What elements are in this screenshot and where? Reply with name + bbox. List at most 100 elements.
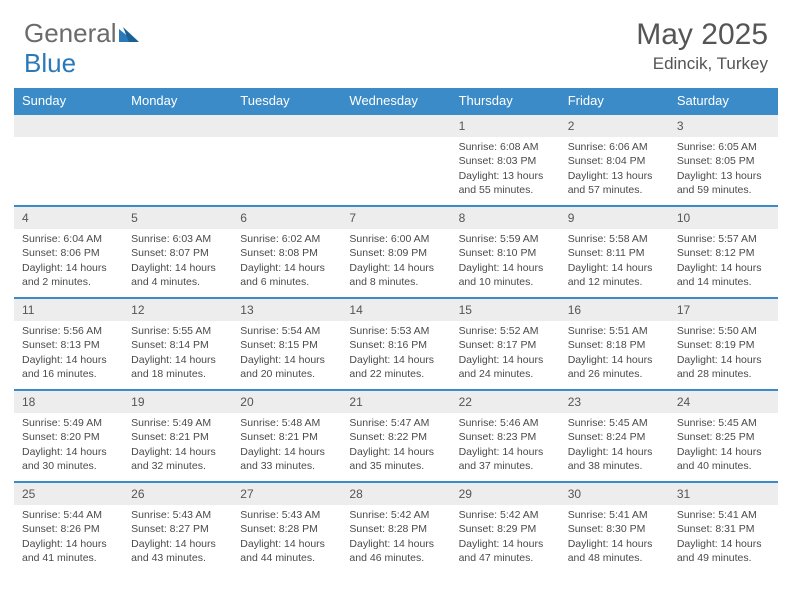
day1-text: Daylight: 13 hours [677, 169, 770, 183]
sunset-text: Sunset: 8:15 PM [240, 338, 333, 352]
sunrise-text: Sunrise: 5:52 AM [459, 324, 552, 338]
day2-text: and 14 minutes. [677, 275, 770, 289]
calendar-cell: 3Sunrise: 6:05 AMSunset: 8:05 PMDaylight… [669, 113, 778, 205]
day-details: Sunrise: 5:49 AMSunset: 8:20 PMDaylight:… [14, 413, 123, 477]
day-number: 29 [451, 483, 560, 505]
day-number: 20 [232, 391, 341, 413]
day-details: Sunrise: 5:43 AMSunset: 8:28 PMDaylight:… [232, 505, 341, 569]
calendar-cell [14, 113, 123, 205]
day-details: Sunrise: 5:41 AMSunset: 8:31 PMDaylight:… [669, 505, 778, 569]
calendar-table: SundayMondayTuesdayWednesdayThursdayFrid… [14, 88, 778, 573]
day-number: 27 [232, 483, 341, 505]
day1-text: Daylight: 14 hours [22, 353, 115, 367]
sunrise-text: Sunrise: 5:43 AM [131, 508, 224, 522]
day2-text: and 26 minutes. [568, 367, 661, 381]
day1-text: Daylight: 14 hours [22, 445, 115, 459]
sunset-text: Sunset: 8:14 PM [131, 338, 224, 352]
calendar-week-row: 25Sunrise: 5:44 AMSunset: 8:26 PMDayligh… [14, 481, 778, 573]
sunset-text: Sunset: 8:11 PM [568, 246, 661, 260]
day-number: 13 [232, 299, 341, 321]
sunrise-text: Sunrise: 5:58 AM [568, 232, 661, 246]
sunset-text: Sunset: 8:30 PM [568, 522, 661, 536]
day1-text: Daylight: 14 hours [131, 445, 224, 459]
calendar-cell: 8Sunrise: 5:59 AMSunset: 8:10 PMDaylight… [451, 205, 560, 297]
day-details: Sunrise: 5:51 AMSunset: 8:18 PMDaylight:… [560, 321, 669, 385]
day2-text: and 8 minutes. [349, 275, 442, 289]
calendar-cell: 15Sunrise: 5:52 AMSunset: 8:17 PMDayligh… [451, 297, 560, 389]
calendar-cell: 5Sunrise: 6:03 AMSunset: 8:07 PMDaylight… [123, 205, 232, 297]
sunset-text: Sunset: 8:23 PM [459, 430, 552, 444]
location: Edincik, Turkey [636, 54, 768, 74]
day-number: 12 [123, 299, 232, 321]
sunset-text: Sunset: 8:22 PM [349, 430, 442, 444]
day-details: Sunrise: 6:08 AMSunset: 8:03 PMDaylight:… [451, 137, 560, 201]
day-details: Sunrise: 5:52 AMSunset: 8:17 PMDaylight:… [451, 321, 560, 385]
weekday-header: Wednesday [341, 88, 450, 113]
sunset-text: Sunset: 8:17 PM [459, 338, 552, 352]
day-number: 11 [14, 299, 123, 321]
sunrise-text: Sunrise: 6:02 AM [240, 232, 333, 246]
sunrise-text: Sunrise: 5:42 AM [349, 508, 442, 522]
sunset-text: Sunset: 8:21 PM [131, 430, 224, 444]
sunrise-text: Sunrise: 5:43 AM [240, 508, 333, 522]
day-number: 9 [560, 207, 669, 229]
day1-text: Daylight: 14 hours [459, 261, 552, 275]
sunrise-text: Sunrise: 5:46 AM [459, 416, 552, 430]
day-number: 16 [560, 299, 669, 321]
day2-text: and 47 minutes. [459, 551, 552, 565]
sunset-text: Sunset: 8:25 PM [677, 430, 770, 444]
day2-text: and 30 minutes. [22, 459, 115, 473]
day2-text: and 46 minutes. [349, 551, 442, 565]
calendar-week-row: 11Sunrise: 5:56 AMSunset: 8:13 PMDayligh… [14, 297, 778, 389]
calendar-cell: 18Sunrise: 5:49 AMSunset: 8:20 PMDayligh… [14, 389, 123, 481]
sunset-text: Sunset: 8:18 PM [568, 338, 661, 352]
sunrise-text: Sunrise: 5:48 AM [240, 416, 333, 430]
sunset-text: Sunset: 8:10 PM [459, 246, 552, 260]
day-details: Sunrise: 5:46 AMSunset: 8:23 PMDaylight:… [451, 413, 560, 477]
day-number: 24 [669, 391, 778, 413]
day1-text: Daylight: 14 hours [349, 261, 442, 275]
day-details: Sunrise: 5:54 AMSunset: 8:15 PMDaylight:… [232, 321, 341, 385]
sunrise-text: Sunrise: 5:50 AM [677, 324, 770, 338]
sunrise-text: Sunrise: 6:00 AM [349, 232, 442, 246]
sunrise-text: Sunrise: 5:41 AM [568, 508, 661, 522]
day-number: 1 [451, 115, 560, 137]
day-number: 17 [669, 299, 778, 321]
day2-text: and 48 minutes. [568, 551, 661, 565]
day-details: Sunrise: 6:00 AMSunset: 8:09 PMDaylight:… [341, 229, 450, 293]
sunset-text: Sunset: 8:24 PM [568, 430, 661, 444]
day-details: Sunrise: 5:45 AMSunset: 8:24 PMDaylight:… [560, 413, 669, 477]
day-details: Sunrise: 6:05 AMSunset: 8:05 PMDaylight:… [669, 137, 778, 201]
calendar-week-row: 18Sunrise: 5:49 AMSunset: 8:20 PMDayligh… [14, 389, 778, 481]
calendar-cell: 11Sunrise: 5:56 AMSunset: 8:13 PMDayligh… [14, 297, 123, 389]
sunrise-text: Sunrise: 6:03 AM [131, 232, 224, 246]
sunset-text: Sunset: 8:03 PM [459, 154, 552, 168]
sunrise-text: Sunrise: 6:05 AM [677, 140, 770, 154]
day-details: Sunrise: 5:42 AMSunset: 8:28 PMDaylight:… [341, 505, 450, 569]
day-number: 31 [669, 483, 778, 505]
day-details: Sunrise: 5:56 AMSunset: 8:13 PMDaylight:… [14, 321, 123, 385]
sunrise-text: Sunrise: 5:55 AM [131, 324, 224, 338]
day2-text: and 18 minutes. [131, 367, 224, 381]
day2-text: and 22 minutes. [349, 367, 442, 381]
calendar-cell: 28Sunrise: 5:42 AMSunset: 8:28 PMDayligh… [341, 481, 450, 573]
day-details: Sunrise: 5:53 AMSunset: 8:16 PMDaylight:… [341, 321, 450, 385]
day1-text: Daylight: 14 hours [349, 353, 442, 367]
day1-text: Daylight: 14 hours [568, 353, 661, 367]
day2-text: and 6 minutes. [240, 275, 333, 289]
logo: General [24, 18, 145, 49]
day1-text: Daylight: 14 hours [22, 261, 115, 275]
sunset-text: Sunset: 8:07 PM [131, 246, 224, 260]
sunset-text: Sunset: 8:13 PM [22, 338, 115, 352]
sunset-text: Sunset: 8:19 PM [677, 338, 770, 352]
sunrise-text: Sunrise: 6:06 AM [568, 140, 661, 154]
day2-text: and 41 minutes. [22, 551, 115, 565]
day-number: 10 [669, 207, 778, 229]
day1-text: Daylight: 14 hours [459, 353, 552, 367]
day1-text: Daylight: 14 hours [131, 537, 224, 551]
sunrise-text: Sunrise: 6:04 AM [22, 232, 115, 246]
sunset-text: Sunset: 8:21 PM [240, 430, 333, 444]
day-number: 25 [14, 483, 123, 505]
day2-text: and 49 minutes. [677, 551, 770, 565]
day2-text: and 20 minutes. [240, 367, 333, 381]
